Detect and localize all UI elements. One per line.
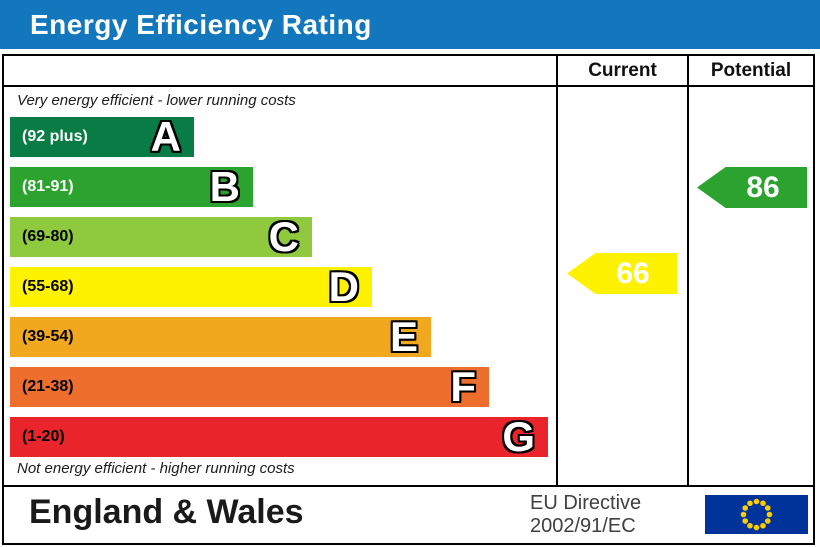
band-bar-D: (55-68) D xyxy=(10,263,372,310)
current-rating-value: 66 xyxy=(616,256,650,290)
potential-rating-arrow: 86 xyxy=(697,167,807,208)
band-row-E: (39-54) E xyxy=(10,313,431,360)
bottom-note: Not energy efficient - higher running co… xyxy=(17,460,295,477)
band-letter: G xyxy=(502,413,535,460)
band-letter: C xyxy=(268,213,299,260)
band-letter: F xyxy=(450,363,476,410)
eu-directive-label: EU Directive 2002/91/EC xyxy=(530,492,641,538)
band-row-B: (81-91) B xyxy=(10,163,253,210)
eu-directive-line2: 2002/91/EC xyxy=(530,515,636,537)
eu-directive-line1: EU Directive xyxy=(530,492,642,514)
divider-footer-row xyxy=(4,485,813,487)
region-label: England & Wales xyxy=(29,493,304,531)
band-bar-B: (81-91) B xyxy=(10,163,253,210)
band-bar-G: (1-20) G xyxy=(10,413,548,460)
potential-rating-value: 86 xyxy=(746,170,780,204)
band-bar-C: (69-80) C xyxy=(10,213,312,260)
band-letter: A xyxy=(150,113,181,160)
band-letter: B xyxy=(209,163,240,210)
band-row-F: (21-38) F xyxy=(10,363,489,410)
rating-table: Current Potential Very energy efficient … xyxy=(2,54,815,545)
band-range-label: (39-54) xyxy=(22,328,74,345)
band-row-A: (92 plus) A xyxy=(10,113,194,160)
band-row-C: (69-80) C xyxy=(10,213,312,260)
band-row-D: (55-68) D xyxy=(10,263,372,310)
band-range-label: (1-20) xyxy=(22,428,65,445)
band-bar-E: (39-54) E xyxy=(10,313,431,360)
band-range-label: (69-80) xyxy=(22,228,74,245)
divider-potential-column xyxy=(687,56,689,487)
column-header-potential: Potential xyxy=(710,59,792,81)
band-range-label: (92 plus) xyxy=(22,128,88,145)
band-range-label: (81-91) xyxy=(22,178,74,195)
band-letter: D xyxy=(328,263,359,310)
current-rating-arrow: 66 xyxy=(567,253,677,294)
column-header-current: Current xyxy=(588,59,657,81)
eu-flag-icon xyxy=(705,495,808,534)
top-note: Very energy efficient - lower running co… xyxy=(17,92,296,109)
band-bar-A: (92 plus) A xyxy=(10,113,194,160)
footer: England & Wales EU Directive 2002/91/EC xyxy=(4,487,813,543)
page-title: Energy Efficiency Rating xyxy=(30,8,372,40)
band-bar-F: (21-38) F xyxy=(10,363,489,410)
title-bar: Energy Efficiency Rating xyxy=(0,0,820,49)
band-range-label: (55-68) xyxy=(22,278,74,295)
divider-header-row xyxy=(4,85,813,87)
band-row-G: (1-20) G xyxy=(10,413,548,460)
band-letter: E xyxy=(389,313,418,360)
band-range-label: (21-38) xyxy=(22,378,74,395)
divider-current-column xyxy=(556,56,558,487)
